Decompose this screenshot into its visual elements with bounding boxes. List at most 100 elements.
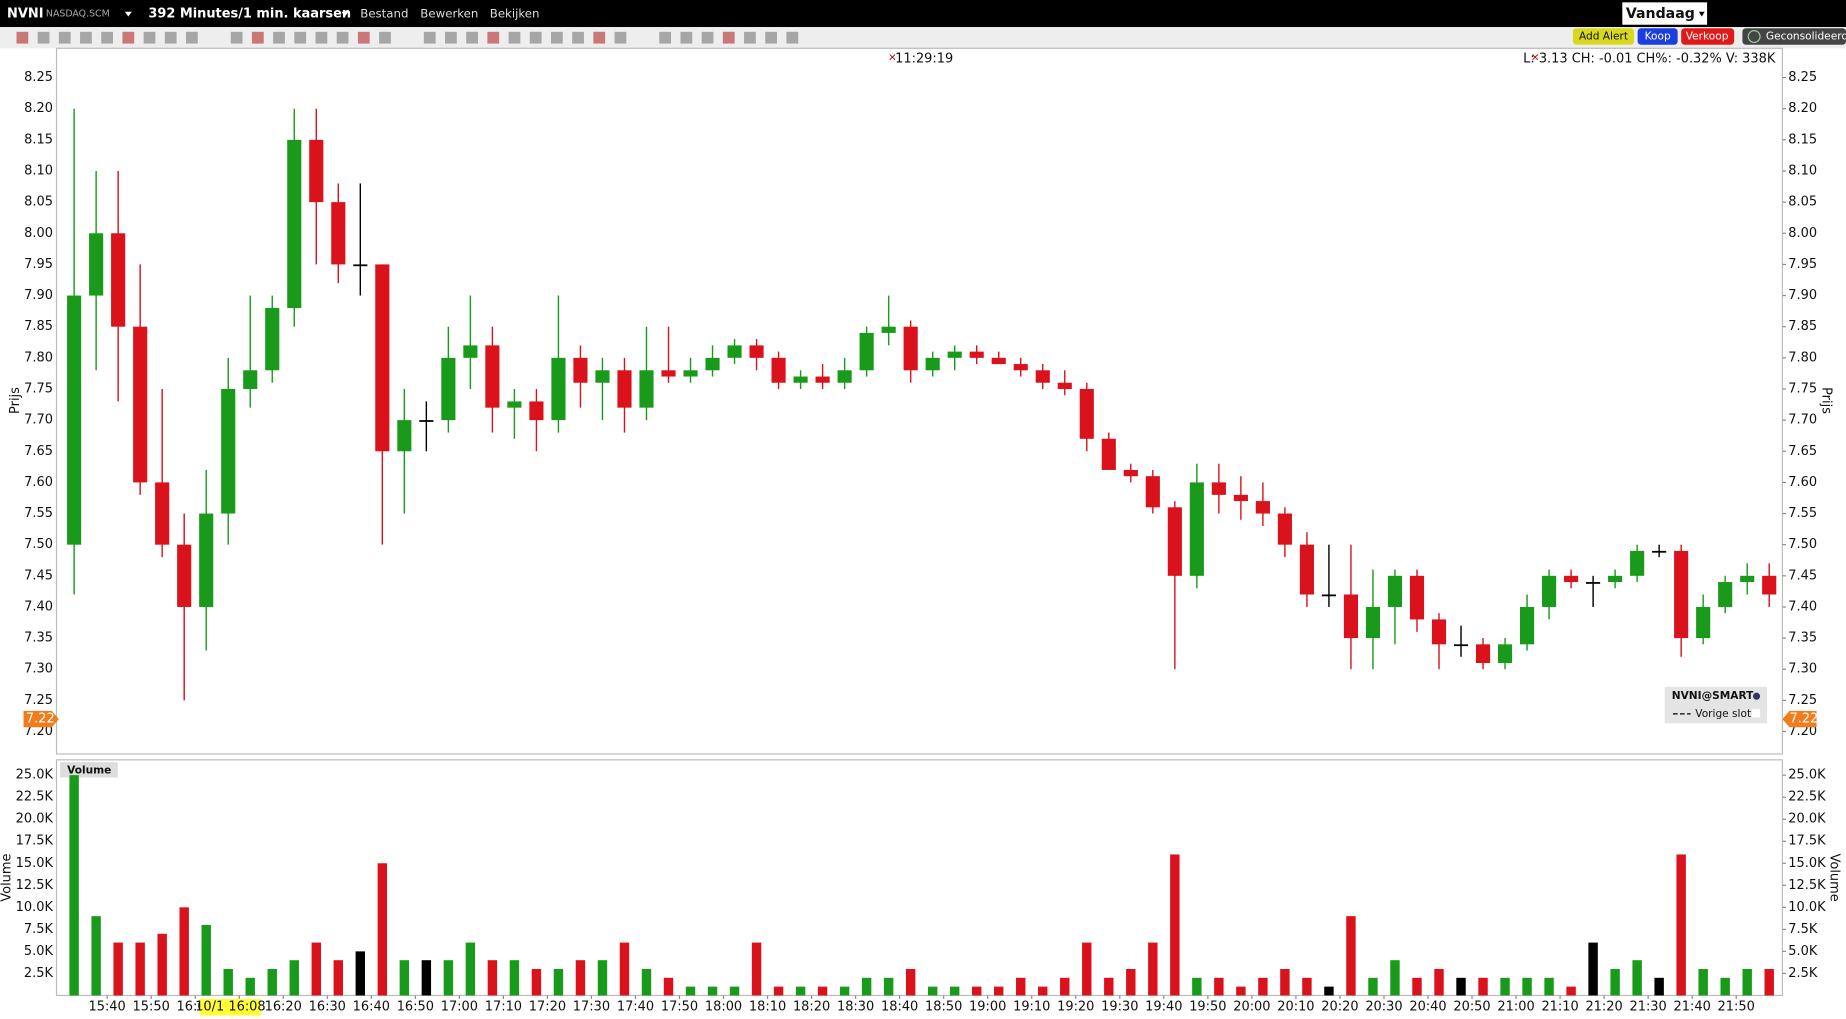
volume-bar <box>707 986 718 996</box>
candle-body <box>705 357 720 371</box>
volume-bar <box>1324 986 1334 996</box>
volume-tick-label: 2.5K <box>24 966 54 981</box>
button-label[interactable]: Verkoop <box>1686 31 1729 43</box>
toolbar-icon[interactable] <box>357 31 370 44</box>
toolbar-icon[interactable] <box>122 31 135 44</box>
button-label[interactable]: Koop <box>1645 31 1671 43</box>
menu-item[interactable]: Bewerken <box>420 7 478 21</box>
volume-bar <box>597 960 608 996</box>
volume-tick-label: 10.0K <box>1788 900 1826 915</box>
volume-bar <box>1544 977 1554 996</box>
toolbar-icon[interactable] <box>423 31 436 44</box>
toolbar-icon[interactable] <box>765 31 778 44</box>
period[interactable]: 392 Minutes/1 min. kaarsen <box>148 7 351 22</box>
toolbar-icon[interactable] <box>80 31 92 44</box>
x-tick-label: 16:30 <box>309 1000 346 1015</box>
toolbar-icon[interactable] <box>659 31 672 44</box>
volume-bar <box>399 960 410 996</box>
candle-body <box>969 351 984 358</box>
y-tick-label: 7.25 <box>1788 693 1817 708</box>
volume-bar <box>1588 942 1598 996</box>
dropdown-arrow[interactable] <box>124 11 132 17</box>
volume-bar <box>1016 977 1026 996</box>
menu-item[interactable]: Bestand <box>360 7 408 21</box>
x-tick-label: 17:10 <box>485 1000 522 1015</box>
toolbar-icon[interactable] <box>614 31 627 44</box>
toolbar-icon[interactable] <box>466 31 478 44</box>
toolbar-icon[interactable] <box>164 31 177 44</box>
volume-bar <box>1302 977 1312 996</box>
menu-item[interactable]: Bekijken <box>490 7 540 21</box>
candle-body <box>947 351 962 358</box>
toolbar-icon[interactable] <box>593 31 606 44</box>
candle-body <box>1167 507 1182 576</box>
toolbar-icon[interactable] <box>186 31 198 44</box>
x-tick-label: 18:00 <box>705 1000 742 1015</box>
range[interactable]: Vandaag <box>1626 6 1695 22</box>
candle-body <box>375 264 390 452</box>
y-tick-label: 7.70 <box>1788 413 1817 428</box>
volume-bar <box>949 986 960 996</box>
consolidated-button[interactable] <box>1742 28 1846 45</box>
volume-bar <box>1764 969 1774 996</box>
buy-button[interactable] <box>1637 28 1678 45</box>
toolbar-icon[interactable] <box>722 31 735 44</box>
toolbar-icon[interactable] <box>101 31 114 44</box>
button-label[interactable]: Geconsolideerd <box>1766 31 1846 43</box>
volume-tick-label: 22.5K <box>16 790 54 805</box>
y-tick-label: 8.10 <box>24 163 53 178</box>
button-label[interactable]: Add Alert <box>1579 31 1628 43</box>
toolbar-icon[interactable] <box>550 31 563 44</box>
toolbar-icon[interactable] <box>230 31 243 44</box>
toolbar-icon[interactable] <box>143 31 156 44</box>
volume-bar <box>355 951 366 996</box>
toolbar-icon[interactable] <box>445 31 457 44</box>
icon <box>1747 30 1761 43</box>
toolbar-icon[interactable] <box>58 31 71 44</box>
toolbar-icon[interactable] <box>508 31 521 44</box>
y-tick-label: 7.80 <box>24 350 53 365</box>
volume-tick-label: 22.5K <box>1788 790 1826 805</box>
volume-bar <box>531 969 542 996</box>
toolbar-icon[interactable] <box>744 31 756 44</box>
toolbar-icon[interactable] <box>680 31 693 44</box>
toolbar-icon[interactable] <box>379 31 391 44</box>
symbol[interactable]: NVNI <box>7 7 43 22</box>
toolbar-icon[interactable] <box>701 31 714 44</box>
dropdown-arrow[interactable] <box>1698 11 1705 17</box>
x-tick-label: 19:10 <box>1013 1000 1050 1015</box>
toolbar-icon[interactable] <box>16 31 29 44</box>
candle-body <box>1740 575 1755 583</box>
volume-bar <box>1368 977 1378 996</box>
y-tick-label: 7.45 <box>1788 568 1817 583</box>
volume-bar <box>1126 969 1136 996</box>
volume-bar <box>1434 969 1444 996</box>
volume-tick-label: 5.0K <box>24 944 54 959</box>
volume-bar <box>927 986 938 996</box>
volume-tick-label: 15.0K <box>16 856 54 871</box>
candle-body <box>265 308 280 371</box>
range-box[interactable] <box>1622 2 1708 25</box>
toolbar-icon[interactable] <box>572 31 584 44</box>
candle-body <box>1608 575 1623 583</box>
toolbar-icon[interactable] <box>37 31 50 44</box>
volume-tick-label: 17.5K <box>16 834 54 849</box>
toolbar-icon[interactable] <box>251 31 264 44</box>
dropdown-arrow[interactable] <box>341 11 349 17</box>
volume-bar <box>575 960 586 996</box>
toolbar-icon[interactable] <box>786 31 799 44</box>
toolbar-icon[interactable] <box>273 31 285 44</box>
candle-body <box>683 370 698 377</box>
y-tick-label: 8.25 <box>24 70 53 85</box>
candle-body <box>1035 370 1050 383</box>
toolbar-icon[interactable] <box>529 31 542 44</box>
toolbar-icon[interactable] <box>294 31 307 44</box>
y-tick-label: 8.05 <box>1788 195 1817 210</box>
y-tick-label: 7.90 <box>24 288 53 303</box>
toolbar-icon[interactable] <box>315 31 328 44</box>
toolbar-icon[interactable] <box>487 31 500 44</box>
volume-bar <box>179 907 189 996</box>
add-alert-button[interactable] <box>1572 28 1635 45</box>
sell-button[interactable] <box>1681 28 1735 45</box>
toolbar-icon[interactable] <box>336 31 349 44</box>
